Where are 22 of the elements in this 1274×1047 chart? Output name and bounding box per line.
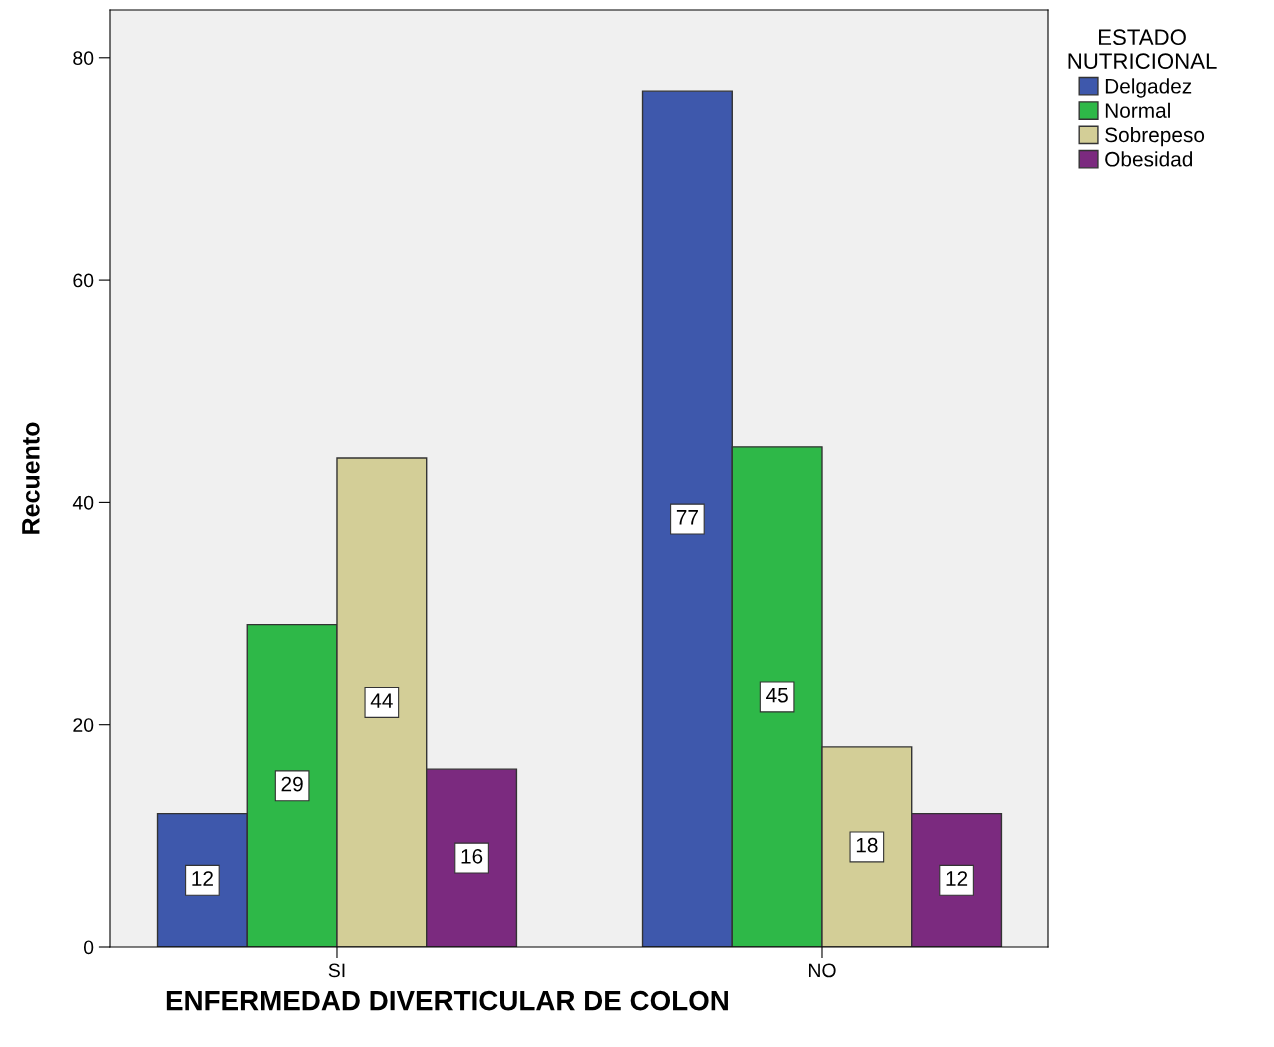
y-tick-label: 80 bbox=[73, 51, 94, 66]
data-label: 45 bbox=[766, 687, 788, 703]
data-label: 77 bbox=[676, 510, 698, 525]
y-tick-label: 0 bbox=[83, 940, 94, 955]
x-axis-title: ENFERMEDAD DIVERTICULAR DE COLON bbox=[166, 990, 728, 1011]
data-label: 44 bbox=[370, 693, 393, 708]
y-tick-label: 40 bbox=[72, 495, 94, 510]
y-axis-title: Recuento bbox=[22, 422, 40, 534]
legend-label: Delgadez bbox=[1105, 78, 1192, 98]
legend-label: Normal bbox=[1105, 102, 1170, 118]
data-label: 18 bbox=[856, 837, 878, 853]
data-label: 12 bbox=[946, 871, 968, 886]
x-tick-label: SI bbox=[328, 963, 345, 978]
x-tick-label: NO bbox=[809, 963, 836, 978]
data-label: 16 bbox=[461, 848, 483, 864]
y-tick-label: 20 bbox=[73, 718, 94, 732]
legend-label: Obesidad bbox=[1105, 151, 1193, 167]
legend-label: Sobrepeso bbox=[1105, 126, 1205, 147]
y-tick-label: 60 bbox=[73, 273, 94, 288]
legend-title: ESTADO NUTRICIONAL bbox=[1068, 29, 1217, 70]
data-label: 29 bbox=[281, 776, 303, 792]
data-label: 12 bbox=[192, 871, 213, 886]
